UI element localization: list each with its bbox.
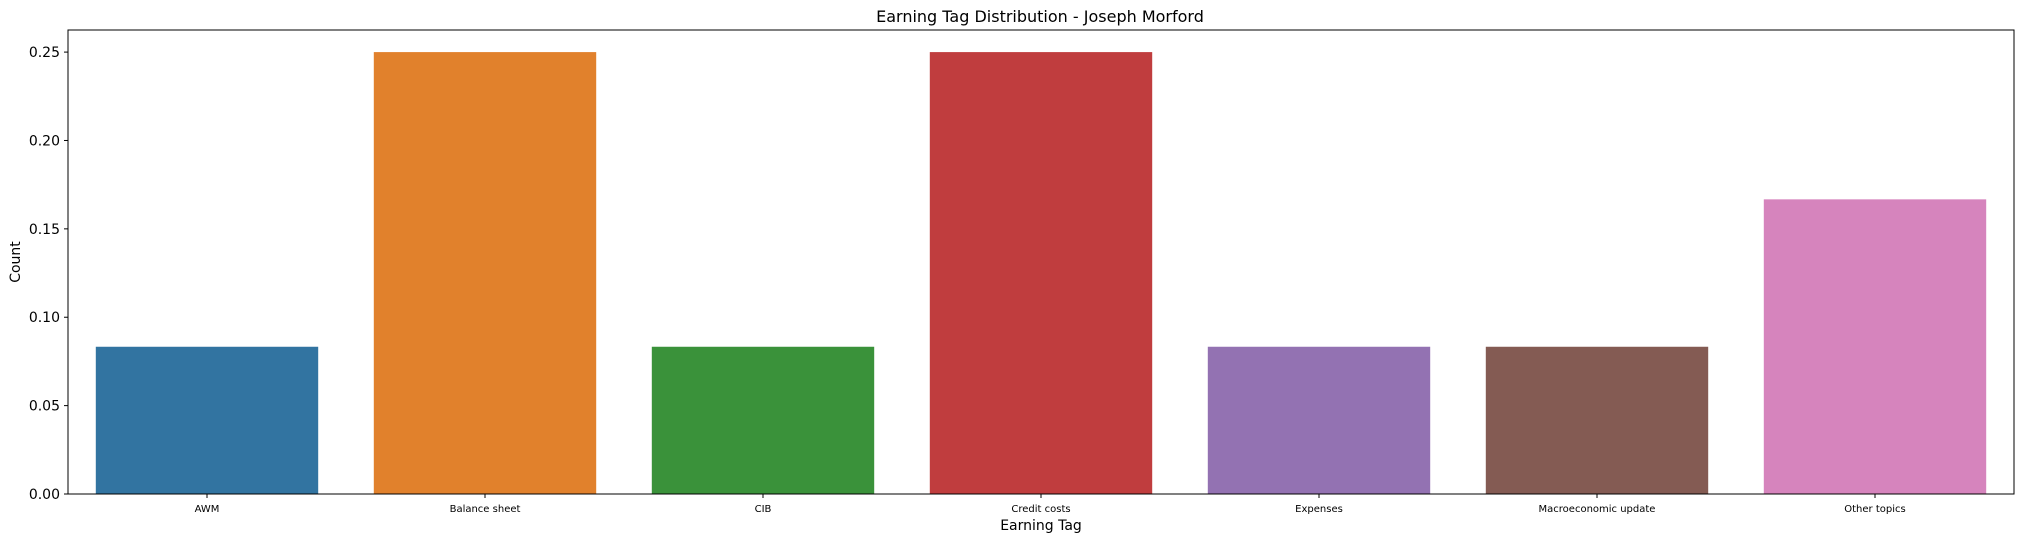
x-tick-label: Expenses	[1295, 504, 1343, 515]
y-tick-label: 0.15	[29, 222, 60, 238]
bar-awm	[95, 346, 319, 494]
bar-balance-sheet	[373, 52, 597, 494]
bar-expenses	[1207, 346, 1431, 494]
x-tick-label: CIB	[755, 504, 772, 515]
y-tick-label: 0.05	[29, 399, 60, 415]
x-tick-label: Credit costs	[1011, 504, 1070, 515]
y-axis-label: Count	[8, 241, 24, 283]
bar-cib	[651, 346, 875, 494]
x-tick-label: AWM	[195, 504, 220, 515]
y-tick-label: 0.20	[29, 133, 60, 149]
x-axis: AWM Balance sheet CIB Credit costs Expenses M…	[195, 494, 1906, 515]
plot-frame	[67, 29, 2015, 495]
x-tick-label: Other topics	[1844, 504, 1905, 515]
x-tick-label: Macroeconomic update	[1539, 504, 1656, 515]
y-tick-label: 0.00	[29, 487, 60, 503]
bar-other-topics	[1763, 199, 1987, 495]
x-tick-label: Balance sheet	[450, 504, 521, 515]
bar-credit-costs	[929, 52, 1153, 494]
bar-macroeconomic-update	[1485, 346, 1709, 494]
chart-title: Earning Tag Distribution - Joseph Morfor…	[876, 7, 1204, 26]
x-axis-label: Earning Tag	[1000, 518, 1082, 534]
y-tick-label: 0.25	[29, 45, 60, 61]
bars-group	[95, 52, 1987, 495]
y-tick-label: 0.10	[29, 310, 60, 326]
y-axis: 0.00 0.05 0.10 0.15 0.20 0.25	[29, 45, 68, 503]
